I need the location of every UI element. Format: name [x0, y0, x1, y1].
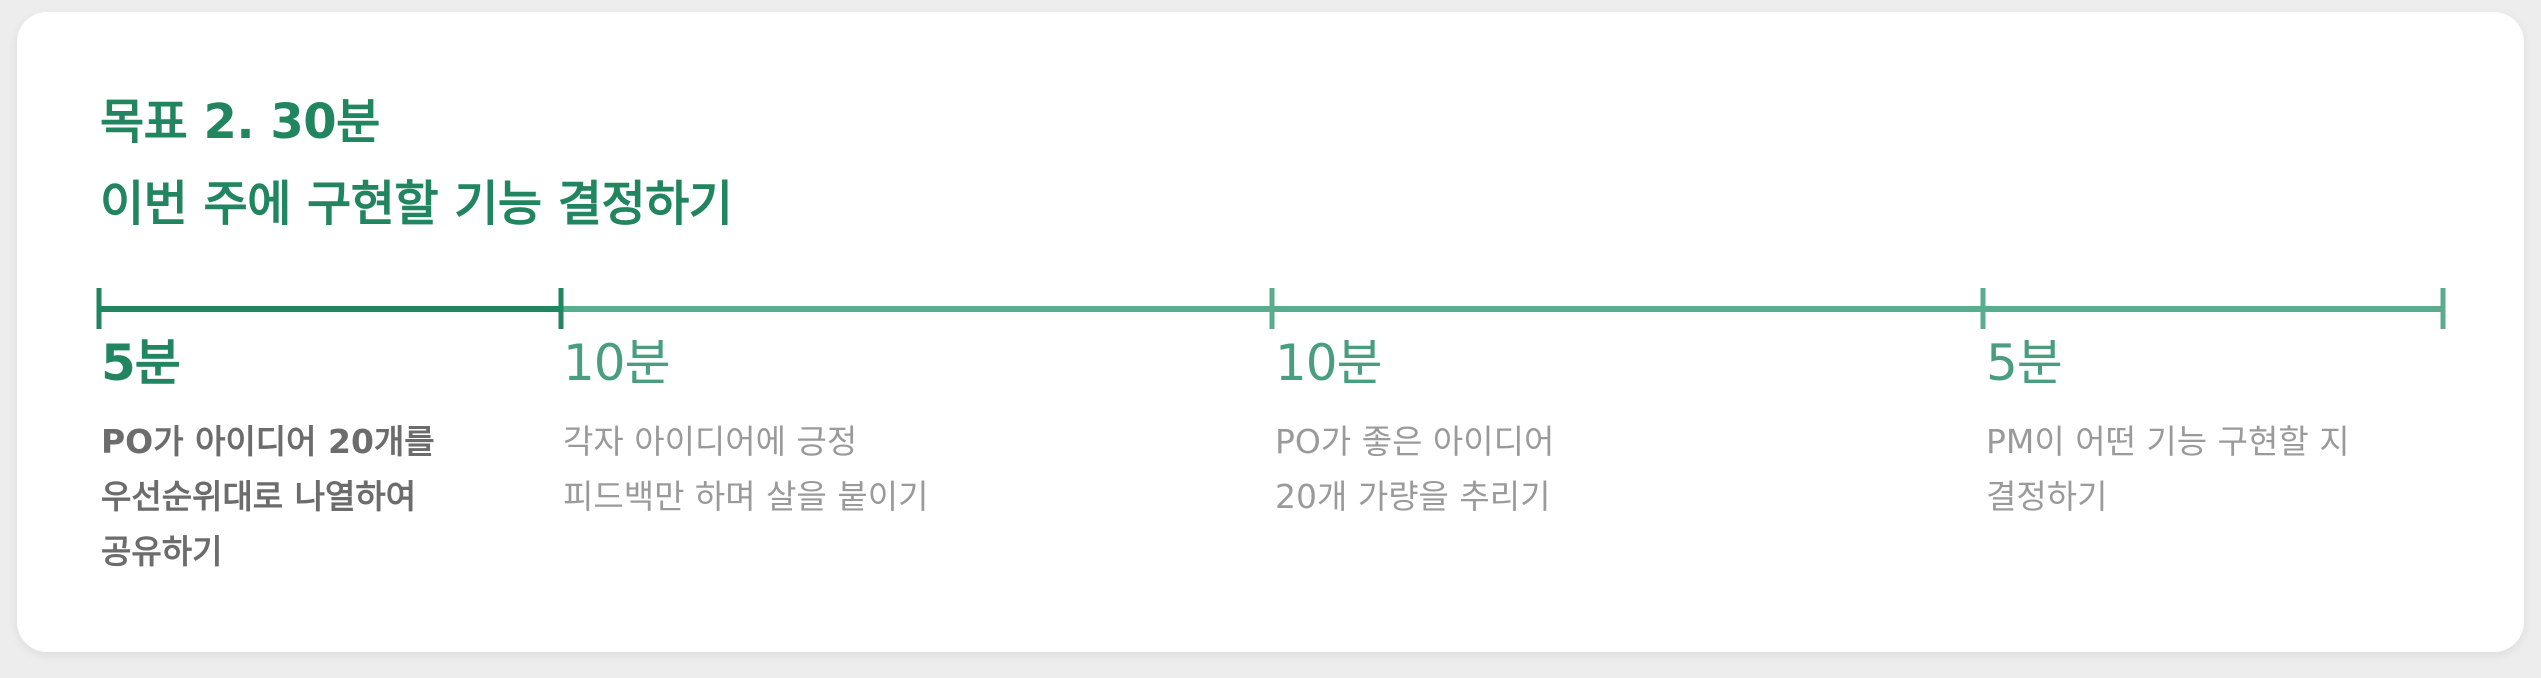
phase-2: 10분 각자 아이디어에 긍정 피드백만 하며 살을 붙이기 — [563, 338, 928, 524]
phase-1: 5분 PO가 아이디어 20개를 우선순위대로 나열하여 공유하기 — [101, 338, 435, 579]
phase-4: 5분 PM이 어떤 기능 구현할 지 결정하기 — [1986, 338, 2350, 524]
phase-duration: 10분 — [563, 334, 671, 392]
phase-description: PM이 어떤 기능 구현할 지 결정하기 — [1986, 414, 2350, 524]
phase-description-line: 20개 가량을 추리기 — [1275, 477, 1551, 516]
phase-description-line: 결정하기 — [1986, 477, 2108, 516]
phase-duration: 5분 — [1986, 334, 2063, 392]
phase-description-line: 피드백만 하며 살을 붙이기 — [563, 477, 929, 516]
phase-duration: 10분 — [1275, 334, 1383, 392]
phase-description-line: PO가 좋은 아이디어 — [1275, 422, 1555, 461]
goal-subtitle: 이번 주에 구현할 기능 결정하기 — [100, 176, 733, 232]
phase-description-line: 각자 아이디어에 긍정 — [563, 422, 858, 461]
phase-description-line: PO가 아이디어 20개를 — [101, 422, 435, 461]
phase-duration: 5분 — [101, 334, 181, 392]
phase-3: 10분 PO가 좋은 아이디어 20개 가량을 추리기 — [1275, 338, 1554, 524]
phase-description: PO가 아이디어 20개를 우선순위대로 나열하여 공유하기 — [101, 414, 435, 579]
phase-description: PO가 좋은 아이디어 20개 가량을 추리기 — [1275, 414, 1554, 524]
phase-description: 각자 아이디어에 긍정 피드백만 하며 살을 붙이기 — [563, 414, 928, 524]
goal-card — [17, 12, 2524, 652]
phase-description-line: PM이 어떤 기능 구현할 지 — [1986, 422, 2350, 461]
phase-description-line: 우선순위대로 나열하여 — [101, 477, 417, 516]
goal-title: 목표 2. 30분 — [100, 94, 380, 150]
phase-description-line: 공유하기 — [101, 532, 223, 571]
